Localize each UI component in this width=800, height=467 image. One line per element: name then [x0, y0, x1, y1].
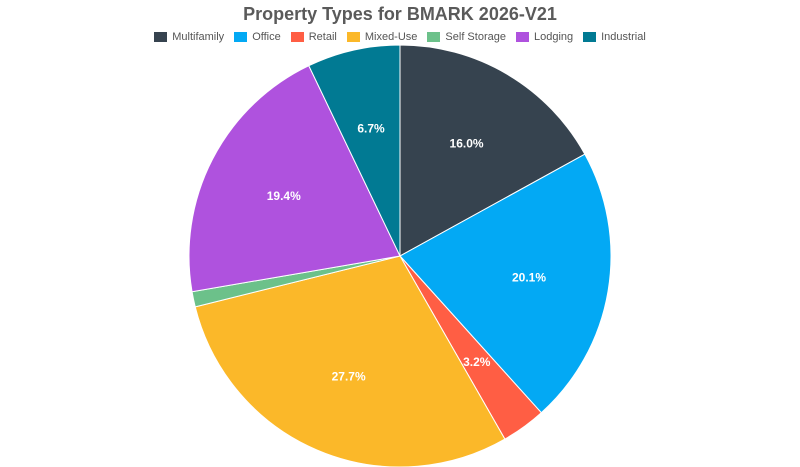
legend-swatch: [234, 32, 248, 42]
legend-label: Retail: [308, 31, 337, 43]
legend-item-mixed-use[interactable]: Mixed-Use: [346, 31, 418, 43]
data-label: 19.4%: [267, 189, 301, 203]
chart-title: Property Types for BMARK 2026-V21: [243, 4, 557, 24]
legend-swatch: [515, 32, 529, 42]
legend-swatch: [346, 32, 360, 42]
legend-item-multifamily[interactable]: Multifamily: [154, 31, 224, 43]
legend-item-office[interactable]: Office: [234, 31, 281, 43]
legend-label: Multifamily: [172, 31, 225, 43]
legend-item-retail[interactable]: Retail: [290, 31, 337, 43]
legend-swatch: [583, 32, 597, 42]
legend-swatch: [427, 32, 441, 42]
legend-item-industrial[interactable]: Industrial: [583, 31, 646, 43]
slice-industrial[interactable]: [308, 44, 401, 257]
slice-mixed-use[interactable]: [194, 255, 506, 467]
data-label: 16.0%: [450, 136, 484, 150]
legend-item-lodging[interactable]: Lodging: [515, 31, 574, 43]
legend: Multifamily Office Retail Mixed-Use Self Sto…: [0, 31, 800, 43]
legend-label: Mixed-Use: [364, 31, 418, 43]
legend-item-self-storage[interactable]: Self Storage: [427, 31, 506, 43]
slice-office[interactable]: [399, 153, 612, 414]
data-label: 6.7%: [357, 121, 385, 135]
slice-lodging[interactable]: [188, 65, 401, 293]
legend-label: Self Storage: [445, 31, 506, 43]
legend-label: Industrial: [601, 31, 646, 43]
legend-swatch: [154, 32, 168, 42]
slice-multifamily[interactable]: [399, 44, 586, 257]
legend-label: Office: [252, 31, 281, 43]
data-label: 3.2%: [463, 355, 491, 369]
data-label: 27.7%: [332, 369, 366, 383]
legend-swatch: [290, 32, 304, 42]
legend-label: Lodging: [533, 31, 574, 43]
data-label: 20.1%: [512, 271, 546, 285]
